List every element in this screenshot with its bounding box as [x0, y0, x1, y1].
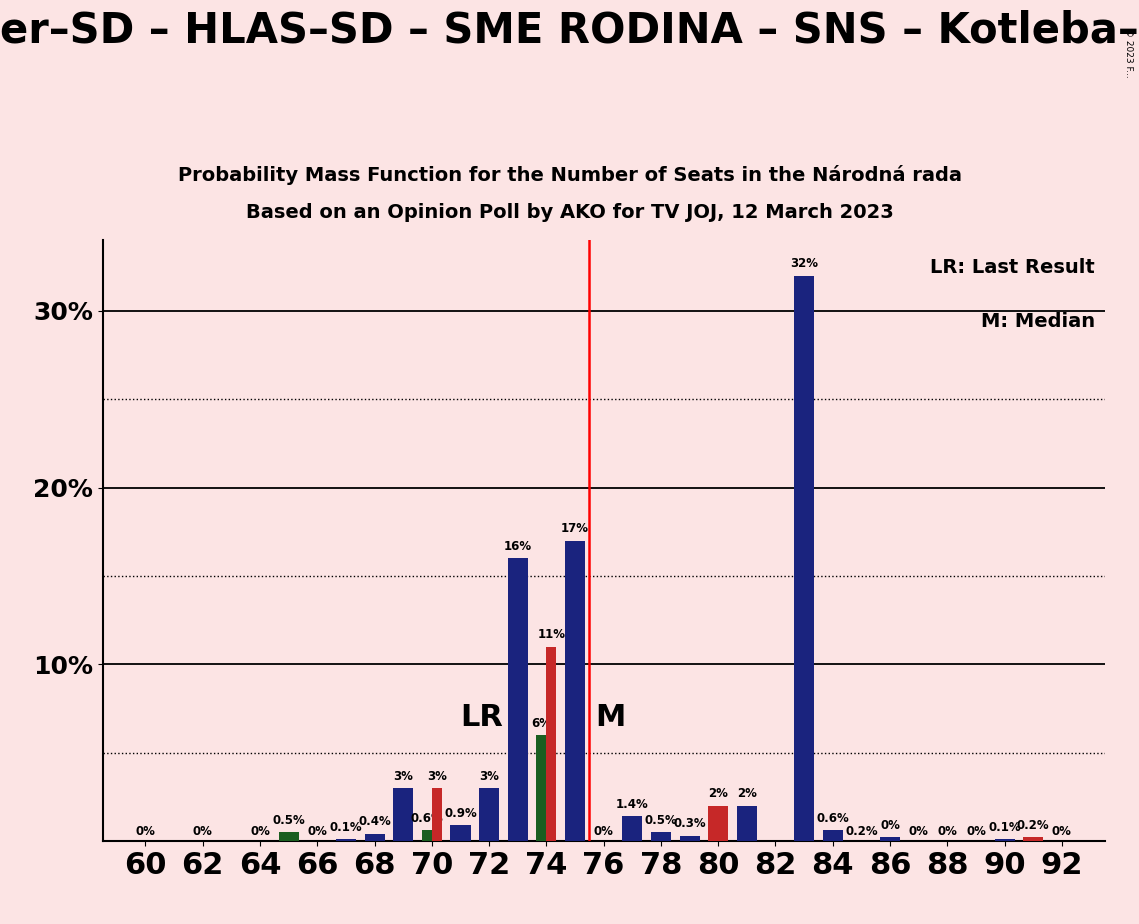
Text: 0.5%: 0.5% [645, 814, 678, 827]
Bar [393, 788, 413, 841]
Text: Probability Mass Function for the Number of Seats in the Národná rada: Probability Mass Function for the Number… [178, 164, 961, 185]
Text: 0%: 0% [593, 825, 614, 838]
Text: 17%: 17% [562, 522, 589, 535]
Text: M: Median: M: Median [981, 312, 1095, 332]
Bar [421, 831, 432, 841]
Text: 0.2%: 0.2% [845, 825, 878, 838]
Text: er–SD – HLAS–SD – SME RODINA – SNS – Kotleba–ĽŠ: er–SD – HLAS–SD – SME RODINA – SNS – Kot… [0, 9, 1139, 51]
Bar [880, 837, 900, 841]
Text: 3%: 3% [393, 770, 413, 783]
Bar [794, 275, 814, 841]
Text: 0%: 0% [308, 825, 327, 838]
Text: 6%: 6% [532, 716, 551, 730]
Bar [336, 839, 357, 841]
Text: LR: LR [460, 702, 503, 732]
Text: Based on an Opinion Poll by AKO for TV JOJ, 12 March 2023: Based on an Opinion Poll by AKO for TV J… [246, 202, 893, 222]
Text: 0.3%: 0.3% [673, 817, 706, 831]
Text: 0%: 0% [966, 825, 986, 838]
Bar [680, 835, 699, 841]
Bar [565, 541, 585, 841]
Text: 0.1%: 0.1% [989, 821, 1021, 833]
Text: 0%: 0% [880, 819, 900, 832]
Bar [737, 806, 757, 841]
Text: 0.2%: 0.2% [1017, 819, 1049, 832]
Text: 11%: 11% [538, 628, 565, 641]
Text: 0.6%: 0.6% [410, 812, 443, 825]
Text: © 2023 F...: © 2023 F... [1124, 28, 1133, 78]
Text: 2%: 2% [737, 787, 756, 800]
Text: 0%: 0% [136, 825, 155, 838]
Bar [1023, 837, 1043, 841]
Text: 0.5%: 0.5% [272, 814, 305, 827]
Text: 0%: 0% [251, 825, 270, 838]
Bar [650, 832, 671, 841]
Text: 0.6%: 0.6% [817, 812, 850, 825]
Text: 0%: 0% [909, 825, 928, 838]
Text: 3%: 3% [480, 770, 499, 783]
Bar [994, 839, 1015, 841]
Text: 32%: 32% [790, 257, 818, 271]
Text: 3%: 3% [427, 770, 446, 783]
Bar [508, 558, 527, 841]
Bar [822, 831, 843, 841]
Text: 2%: 2% [708, 787, 728, 800]
Bar [536, 735, 547, 841]
Text: 0%: 0% [1052, 825, 1072, 838]
Bar [708, 806, 728, 841]
Text: 16%: 16% [503, 540, 532, 553]
Text: 0%: 0% [937, 825, 957, 838]
Bar [547, 647, 557, 841]
Bar [364, 833, 385, 841]
Bar [450, 825, 470, 841]
Bar [480, 788, 499, 841]
Text: M: M [595, 702, 625, 732]
Bar [432, 788, 442, 841]
Text: 0.4%: 0.4% [358, 816, 391, 829]
Text: 0.1%: 0.1% [329, 821, 362, 833]
Bar [622, 816, 642, 841]
Text: 1.4%: 1.4% [616, 797, 649, 811]
Text: 0.9%: 0.9% [444, 807, 477, 820]
Text: LR: Last Result: LR: Last Result [931, 259, 1095, 277]
Bar [279, 832, 298, 841]
Text: 0%: 0% [192, 825, 213, 838]
